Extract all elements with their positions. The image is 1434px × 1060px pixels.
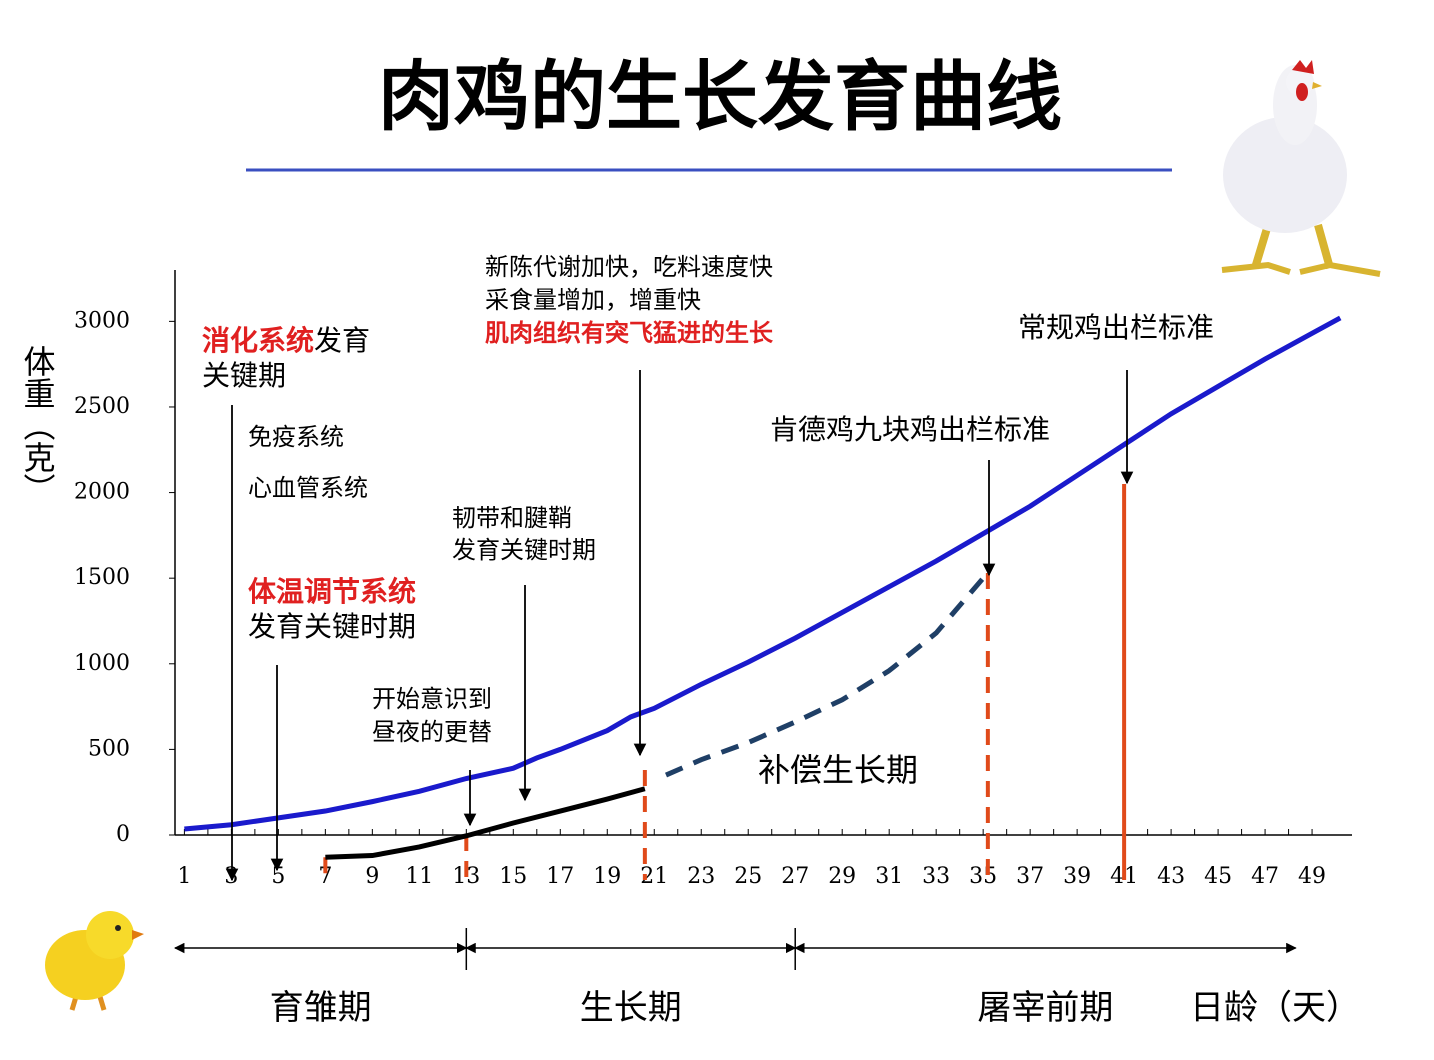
x-tick-label: 17	[546, 864, 574, 889]
annotation: 韧带和腱鞘	[452, 504, 572, 532]
annotation-text: 发育关键时期	[452, 536, 596, 564]
y-tick-label: 3000	[74, 308, 130, 333]
annotation: 关键期	[202, 359, 286, 392]
y-tick-label: 0	[116, 822, 130, 847]
x-tick-label: 35	[969, 864, 997, 889]
annotation: 体温调节系统	[248, 575, 416, 608]
annotation: 采食量增加，增重快	[485, 286, 701, 314]
x-tick-label: 11	[405, 864, 433, 889]
series-line	[184, 315, 1342, 832]
annotation: 补偿生长期	[758, 751, 918, 789]
annotation-text: 心血管系统	[248, 474, 368, 502]
annotation-text: 发育关键时期	[248, 610, 416, 643]
x-tick-label: 7	[318, 864, 332, 889]
annotation: 消化系统发育	[202, 324, 370, 357]
x-tick-label: 15	[499, 864, 527, 889]
x-tick-label: 45	[1204, 864, 1232, 889]
annotation-text: 消化系统	[202, 324, 314, 357]
annotation: 肌肉组织有突飞猛进的生长	[485, 318, 774, 347]
annotation-text: 新陈代谢加快，吃料速度快	[485, 253, 773, 281]
x-tick-label: 19	[593, 864, 621, 889]
chick-image	[45, 911, 144, 1011]
x-tick-label: 33	[922, 864, 950, 889]
y-tick-label: 1000	[74, 651, 130, 676]
annotation: 免疫系统	[248, 423, 344, 451]
x-tick-label: 37	[1016, 864, 1044, 889]
annotation-text: 补偿生长期	[758, 751, 918, 789]
annotation-text: 常规鸡出栏标准	[1018, 311, 1214, 344]
annotation: 发育关键时期	[452, 536, 596, 564]
annotation-text: 韧带和腱鞘	[452, 504, 572, 532]
annotation-text: 免疫系统	[248, 423, 344, 451]
annotation: 开始意识到	[372, 685, 492, 713]
x-tick-label: 27	[781, 864, 809, 889]
x-tick-label: 23	[687, 864, 715, 889]
annotation-text: 发育	[314, 324, 370, 357]
y-axis-label: 体重（克）	[19, 345, 57, 505]
annotation: 心血管系统	[248, 474, 368, 502]
x-tick-label: 31	[875, 864, 903, 889]
phase-label: 生长期	[580, 988, 682, 1028]
annotation-text: 关键期	[202, 359, 286, 392]
phase-label: 屠宰前期	[977, 988, 1113, 1028]
x-tick-label: 25	[734, 864, 762, 889]
chart-title: 肉鸡的生长发育曲线	[378, 52, 1062, 141]
y-tick-label: 1500	[74, 565, 130, 590]
x-tick-label: 39	[1063, 864, 1091, 889]
series-line	[325, 786, 646, 860]
annotation: 新陈代谢加快，吃料速度快	[485, 253, 773, 281]
annotation-text: 采食量增加，增重快	[485, 286, 701, 314]
annotation-text: 开始意识到	[372, 685, 492, 713]
annotation-text: 昼夜的更替	[372, 718, 492, 746]
annotation-text: 体温调节系统	[248, 575, 416, 608]
x-tick-label: 1	[177, 864, 191, 889]
annotation: 昼夜的更替	[372, 718, 492, 746]
annotation-text: 肌肉组织有突飞猛进的生长	[485, 318, 774, 347]
annotation: 发育关键时期	[248, 610, 416, 643]
y-tick-label: 500	[88, 736, 130, 761]
phase-label: 育雏期	[270, 988, 372, 1028]
x-tick-label: 9	[365, 864, 379, 889]
x-axis-label: 日龄（天）	[1190, 988, 1360, 1028]
series-line	[665, 564, 993, 778]
y-tick-label: 2000	[74, 480, 130, 505]
x-tick-label: 43	[1157, 864, 1185, 889]
x-tick-label: 5	[271, 864, 285, 889]
annotation: 肯德鸡九块鸡出栏标准	[770, 413, 1050, 446]
x-tick-label: 49	[1298, 864, 1326, 889]
x-tick-label: 29	[828, 864, 856, 889]
annotation: 常规鸡出栏标准	[1018, 311, 1214, 344]
y-tick-label: 2500	[74, 394, 130, 419]
annotation-text: 肯德鸡九块鸡出栏标准	[770, 413, 1050, 446]
hen-image	[1221, 60, 1381, 277]
x-tick-label: 47	[1251, 864, 1279, 889]
